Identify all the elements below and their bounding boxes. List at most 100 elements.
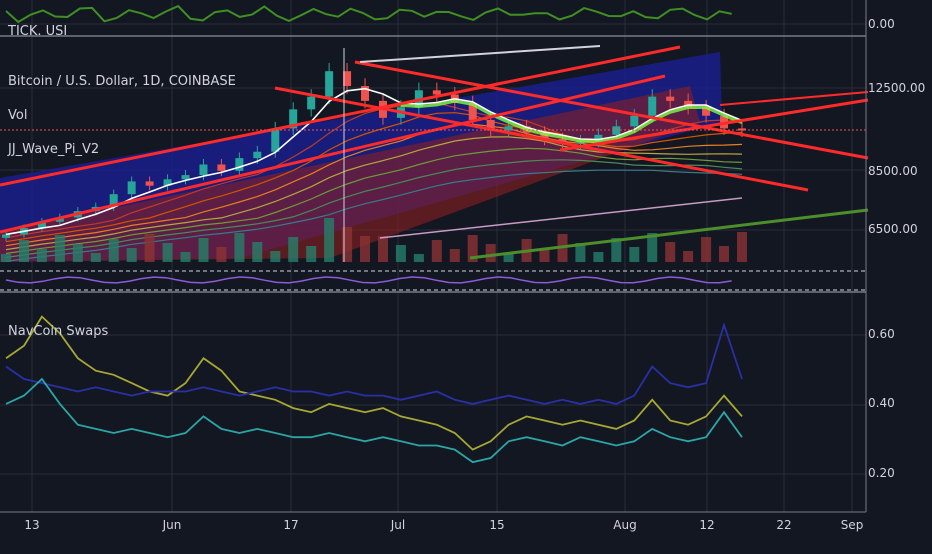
moving-average-white	[5, 87, 743, 236]
candle-body	[181, 175, 190, 180]
navcoin-scale-label-040: 0.40	[868, 396, 895, 410]
navcoin-line	[5, 315, 743, 451]
volume-bar	[198, 238, 209, 262]
volume-bar	[36, 249, 47, 262]
candle-body	[109, 194, 118, 207]
wave-ribbon-line	[5, 169, 743, 262]
volume-bar	[485, 244, 496, 262]
wave-ribbon-line	[5, 147, 743, 255]
volume-bar	[395, 245, 406, 262]
volume-bar	[144, 234, 155, 262]
volume-bar	[19, 240, 29, 262]
volume-bars	[1, 218, 747, 262]
volume-bar	[575, 243, 586, 262]
candle-body	[432, 90, 441, 95]
volume-bar	[72, 244, 83, 262]
volume-bar	[90, 253, 101, 262]
candle-body	[343, 71, 352, 87]
volume-bar	[1, 254, 11, 262]
volume-bar	[342, 227, 353, 262]
oscillator-line	[5, 276, 732, 284]
tick-pane-title: TICK. USI	[8, 24, 68, 39]
trend-lines[interactable]	[0, 45, 869, 262]
volume-bar	[413, 254, 424, 262]
candle-body	[540, 132, 549, 140]
x-tick-aug: Aug	[613, 518, 637, 532]
volume-bar	[306, 246, 317, 262]
candle-body	[558, 139, 567, 144]
candle-body	[630, 115, 639, 127]
candle-body	[486, 119, 495, 131]
tick-scale-label: 0.00	[868, 17, 895, 31]
candle-body	[612, 126, 621, 135]
candle-body	[468, 103, 477, 120]
x-tick-jun: Jun	[162, 518, 182, 532]
candle-body	[163, 179, 172, 186]
indicator-wave-label[interactable]: JJ_Wave_Pi_V2	[8, 142, 100, 157]
volume-bar	[593, 252, 604, 262]
volume-bar	[665, 242, 676, 262]
wave-ribbon-line	[5, 112, 743, 243]
price-scale-label-12500: 12500.00	[868, 81, 926, 95]
volume-bar	[683, 251, 694, 262]
volume-bar	[234, 233, 245, 262]
candle-body	[235, 158, 244, 171]
volume-bar	[126, 248, 137, 262]
volume-bar	[378, 236, 388, 262]
x-tick-sep: Sep	[840, 518, 864, 532]
trend-line	[559, 98, 869, 152]
navcoin-line	[5, 321, 743, 405]
navcoin-pane-title[interactable]: NavCoin Swaps	[8, 324, 109, 339]
volume-bar	[270, 251, 281, 262]
candle-body	[361, 86, 370, 101]
moving-average-green	[400, 99, 743, 144]
candle-body	[55, 217, 64, 222]
tick-series	[5, 4, 732, 284]
indicator-vol-label[interactable]: Vol	[8, 108, 28, 123]
trend-line	[274, 86, 809, 192]
navcoin-scale-label-060: 0.60	[868, 327, 895, 341]
volume-bar	[539, 248, 550, 262]
x-tick-12: 12	[699, 518, 715, 532]
volume-bar	[629, 247, 640, 262]
candle-body	[325, 71, 334, 97]
candle-body	[37, 221, 46, 229]
wave-ribbon-line	[5, 123, 743, 247]
volume-bar	[162, 243, 173, 262]
volume-bar	[108, 239, 119, 262]
wave-ribbon-line	[5, 159, 743, 259]
volume-bar	[288, 237, 299, 262]
candle-body	[127, 181, 136, 195]
candle-body	[702, 107, 711, 116]
x-tick-15: 15	[489, 518, 505, 532]
symbol-title[interactable]: Bitcoin / U.S. Dollar, 1D, COINBASE	[8, 74, 236, 89]
candle-body	[504, 126, 513, 131]
candle-body	[666, 96, 675, 101]
candle-body	[594, 134, 603, 142]
volume-bar	[360, 236, 370, 262]
candle-body	[199, 164, 208, 176]
x-tick-jul: Jul	[390, 518, 406, 532]
trend-line	[719, 91, 869, 106]
volume-bar	[503, 253, 514, 262]
volume-bar	[180, 252, 191, 262]
price-scale-label-8500: 8500.00	[868, 164, 918, 178]
volume-bar	[252, 242, 263, 262]
volume-bar	[216, 247, 227, 262]
trend-line	[0, 74, 666, 234]
navcoin-series	[5, 315, 743, 464]
candle-body	[217, 164, 226, 171]
navcoin-scale-label-020: 0.20	[868, 466, 895, 480]
volume-bar	[431, 240, 442, 262]
volume-bar	[467, 235, 478, 262]
candle-body	[145, 181, 154, 186]
candle-body	[648, 96, 657, 116]
candle-body	[289, 109, 298, 129]
volume-bar	[324, 218, 335, 262]
candle-body	[2, 234, 10, 238]
trend-line	[0, 45, 681, 187]
trend-line	[354, 60, 869, 160]
volume-bar	[54, 235, 65, 262]
